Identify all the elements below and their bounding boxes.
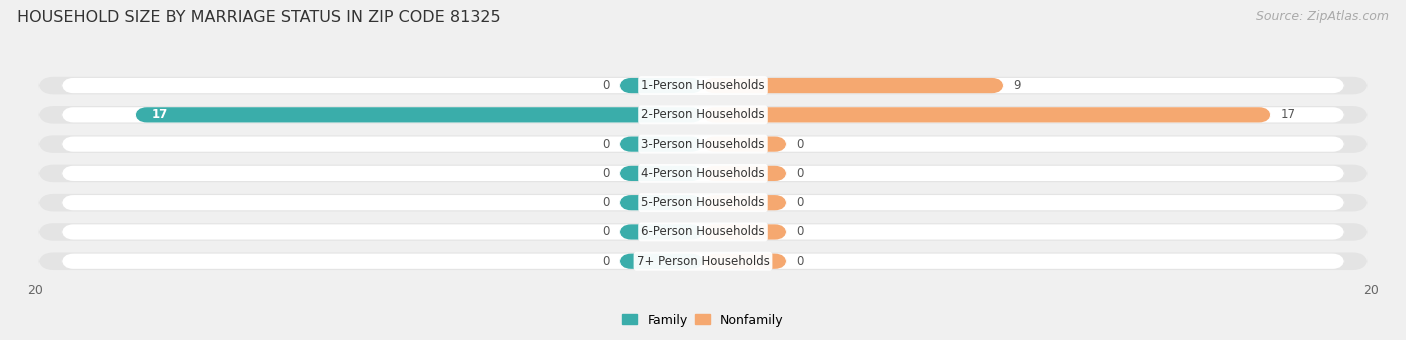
FancyBboxPatch shape: [703, 195, 786, 210]
FancyBboxPatch shape: [38, 223, 1368, 241]
FancyBboxPatch shape: [703, 166, 786, 181]
Text: 3-Person Households: 3-Person Households: [641, 138, 765, 151]
Text: 7+ Person Households: 7+ Person Households: [637, 255, 769, 268]
Text: 1-Person Households: 1-Person Households: [641, 79, 765, 92]
FancyBboxPatch shape: [135, 107, 703, 122]
Legend: Family, Nonfamily: Family, Nonfamily: [617, 309, 789, 332]
Text: 17: 17: [152, 108, 169, 121]
FancyBboxPatch shape: [38, 106, 1368, 124]
FancyBboxPatch shape: [62, 78, 1344, 93]
FancyBboxPatch shape: [38, 194, 1368, 211]
FancyBboxPatch shape: [62, 195, 1344, 210]
Text: 0: 0: [602, 79, 609, 92]
FancyBboxPatch shape: [703, 78, 1004, 93]
FancyBboxPatch shape: [38, 135, 1368, 153]
Text: 0: 0: [602, 255, 609, 268]
Text: 17: 17: [1281, 108, 1296, 121]
FancyBboxPatch shape: [620, 78, 703, 93]
FancyBboxPatch shape: [620, 136, 703, 152]
Text: 0: 0: [602, 167, 609, 180]
Text: 0: 0: [796, 255, 804, 268]
Text: 0: 0: [796, 167, 804, 180]
FancyBboxPatch shape: [703, 254, 786, 269]
Text: 0: 0: [602, 196, 609, 209]
FancyBboxPatch shape: [620, 195, 703, 210]
FancyBboxPatch shape: [703, 224, 786, 240]
Text: 4-Person Households: 4-Person Households: [641, 167, 765, 180]
Text: 0: 0: [796, 196, 804, 209]
Text: 0: 0: [602, 138, 609, 151]
Text: 0: 0: [602, 225, 609, 238]
FancyBboxPatch shape: [62, 166, 1344, 181]
FancyBboxPatch shape: [620, 254, 703, 269]
FancyBboxPatch shape: [703, 107, 1271, 122]
FancyBboxPatch shape: [38, 77, 1368, 94]
FancyBboxPatch shape: [38, 252, 1368, 270]
Text: 6-Person Households: 6-Person Households: [641, 225, 765, 238]
Text: 0: 0: [796, 225, 804, 238]
FancyBboxPatch shape: [62, 254, 1344, 269]
Text: HOUSEHOLD SIZE BY MARRIAGE STATUS IN ZIP CODE 81325: HOUSEHOLD SIZE BY MARRIAGE STATUS IN ZIP…: [17, 10, 501, 25]
Text: 5-Person Households: 5-Person Households: [641, 196, 765, 209]
Text: Source: ZipAtlas.com: Source: ZipAtlas.com: [1256, 10, 1389, 23]
FancyBboxPatch shape: [703, 136, 786, 152]
FancyBboxPatch shape: [62, 136, 1344, 152]
FancyBboxPatch shape: [38, 165, 1368, 182]
Text: 9: 9: [1014, 79, 1021, 92]
Text: 0: 0: [796, 138, 804, 151]
FancyBboxPatch shape: [620, 166, 703, 181]
FancyBboxPatch shape: [62, 224, 1344, 240]
FancyBboxPatch shape: [620, 224, 703, 240]
FancyBboxPatch shape: [62, 107, 1344, 122]
Text: 2-Person Households: 2-Person Households: [641, 108, 765, 121]
